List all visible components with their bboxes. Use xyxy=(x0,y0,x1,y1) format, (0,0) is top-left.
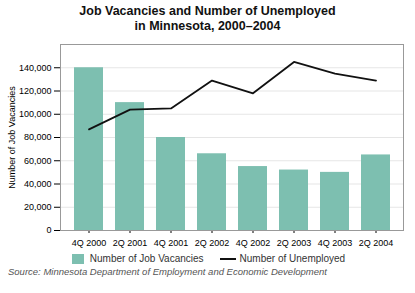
svg-text:4Q 2001: 4Q 2001 xyxy=(154,238,189,248)
svg-text:60,000: 60,000 xyxy=(24,156,52,166)
svg-text:2Q 2003: 2Q 2003 xyxy=(277,238,312,248)
html-text:Job Vacancies and Number of Un: Job Vacancies and Number of Unemployed i… xyxy=(79,4,336,33)
svg-text:40,000: 40,000 xyxy=(24,179,52,189)
svg-text:2Q 2004: 2Q 2004 xyxy=(359,238,394,248)
svg-text:140,000: 140,000 xyxy=(19,63,52,73)
svg-text:4Q 2002: 4Q 2002 xyxy=(236,238,271,248)
svg-text:Number of Job Vacancies: Number of Job Vacancies xyxy=(7,86,17,189)
svg-text:4Q 2003: 4Q 2003 xyxy=(318,238,353,248)
html-text:Number of Job Vacancies: Number of Job Vacancies xyxy=(89,253,204,264)
svg-text:2Q 2001: 2Q 2001 xyxy=(113,238,148,248)
svg-text:120,000: 120,000 xyxy=(19,86,52,96)
html-text:Number of Unemployed: Number of Unemployed xyxy=(239,253,346,264)
svg-text:80,000: 80,000 xyxy=(24,132,52,142)
svg-text:0: 0 xyxy=(46,225,51,235)
html-text:Source: Minnesota Department o: Source: Minnesota Department of Employme… xyxy=(8,266,327,277)
svg-text:2Q 2002: 2Q 2002 xyxy=(195,238,230,248)
svg-text:4Q 2000: 4Q 2000 xyxy=(72,238,107,248)
svg-text:100,000: 100,000 xyxy=(19,109,52,119)
svg-text:20,000: 20,000 xyxy=(24,202,52,212)
